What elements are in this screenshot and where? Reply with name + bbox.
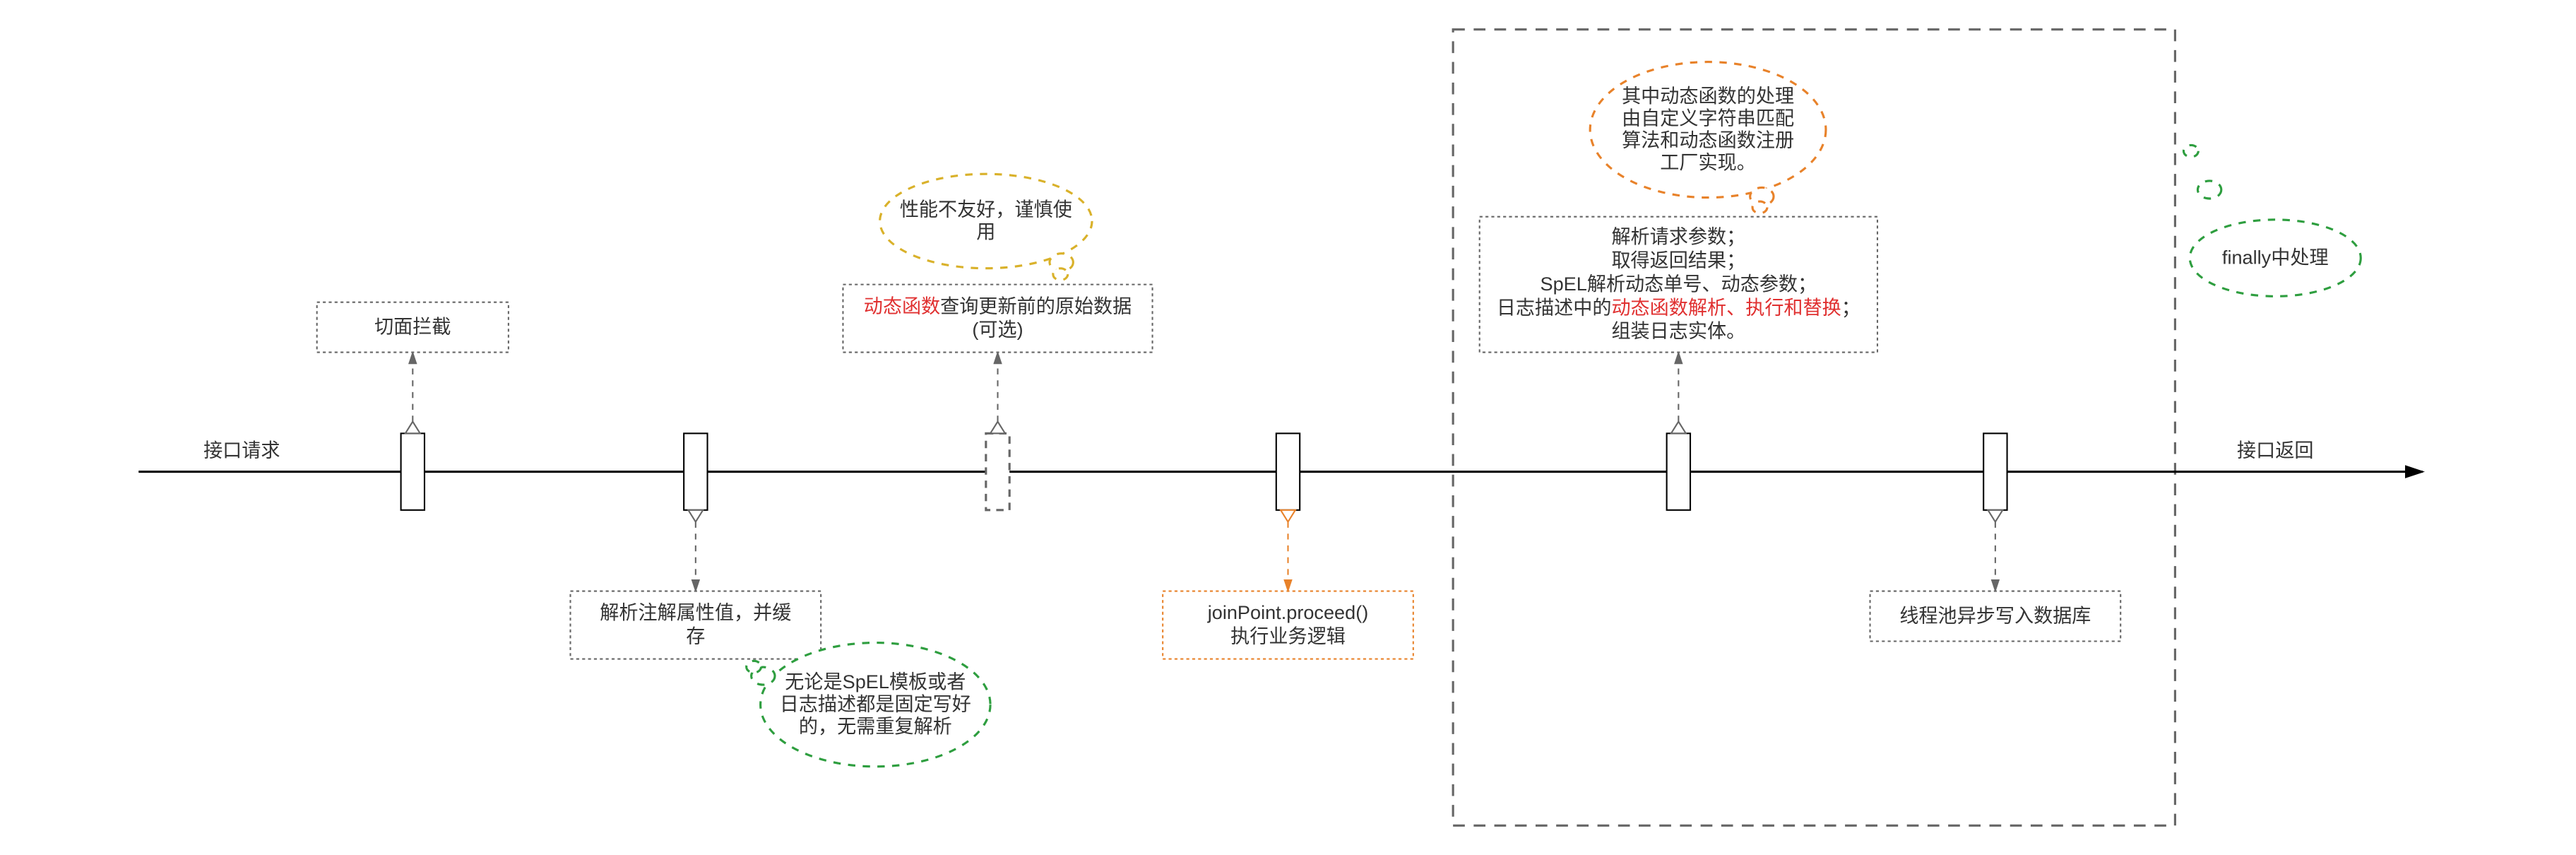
- note-text: 组装日志实体。: [1611, 320, 1745, 342]
- cloud-text: finally中处理: [2222, 246, 2329, 268]
- note-text: 解析注解属性值，并缓: [600, 601, 791, 623]
- cloud-text: 由自定义字符串匹配: [1622, 107, 1794, 129]
- note-text: 执行业务逻辑: [1230, 625, 1346, 647]
- connector-arrow-icon: [990, 422, 1005, 434]
- note-text: joinPoint.proceed(): [1207, 601, 1369, 623]
- note-text: 线程池异步写入数据库: [1899, 604, 2091, 626]
- cloud-tail-icon: [1752, 201, 1767, 213]
- cloud-text: 算法和动态函数注册: [1622, 129, 1794, 151]
- cloud-tail-icon: [1053, 269, 1068, 281]
- cloud-tail-icon: [747, 661, 761, 673]
- cloud-text: 性能不友好，谨慎使: [900, 199, 1072, 220]
- cloud-text: 的，无需重复解析: [799, 715, 952, 737]
- connector-arrow-icon: [1671, 422, 1686, 434]
- flow-bar-b1: [401, 433, 425, 509]
- cloud-text: 无论是SpEL模板或者: [785, 671, 966, 692]
- note-text: 日志描述中的动态函数解析、执行和替换；: [1497, 296, 1860, 318]
- note-text: 取得返回结果；: [1611, 249, 1745, 271]
- flow-bar-b4: [1276, 433, 1300, 509]
- cloud-text: 日志描述都是固定写好: [780, 693, 971, 715]
- connector-arrow-icon: [1281, 510, 1295, 522]
- connector-arrow-icon: [405, 422, 420, 434]
- cloud-text: 用: [976, 220, 995, 242]
- axis-start-label: 接口请求: [203, 440, 280, 461]
- cloud-text: 工厂实现。: [1660, 151, 1756, 173]
- flow-bar-b2: [684, 433, 707, 509]
- axis-end-label: 接口返回: [2237, 440, 2313, 461]
- cloud-tail-icon: [2183, 145, 2198, 157]
- note-text: 存: [686, 625, 705, 647]
- connector-arrow-icon: [1988, 510, 2002, 522]
- note-text: (可选): [972, 319, 1023, 341]
- note-text: 解析请求参数；: [1611, 225, 1745, 247]
- note-text: 动态函数查询更新前的原始数据: [864, 295, 1132, 317]
- flow-bar-b3: [986, 433, 1009, 509]
- connector-arrow-icon: [688, 510, 703, 522]
- note-text: SpEL解析动态单号、动态参数；: [1541, 273, 1817, 295]
- note-text: 切面拦截: [374, 315, 451, 337]
- cloud-tail-icon: [2197, 181, 2221, 199]
- flow-bar-b6: [1983, 433, 2007, 509]
- flow-bar-b5: [1667, 433, 1690, 509]
- cloud-text: 其中动态函数的处理: [1622, 85, 1794, 107]
